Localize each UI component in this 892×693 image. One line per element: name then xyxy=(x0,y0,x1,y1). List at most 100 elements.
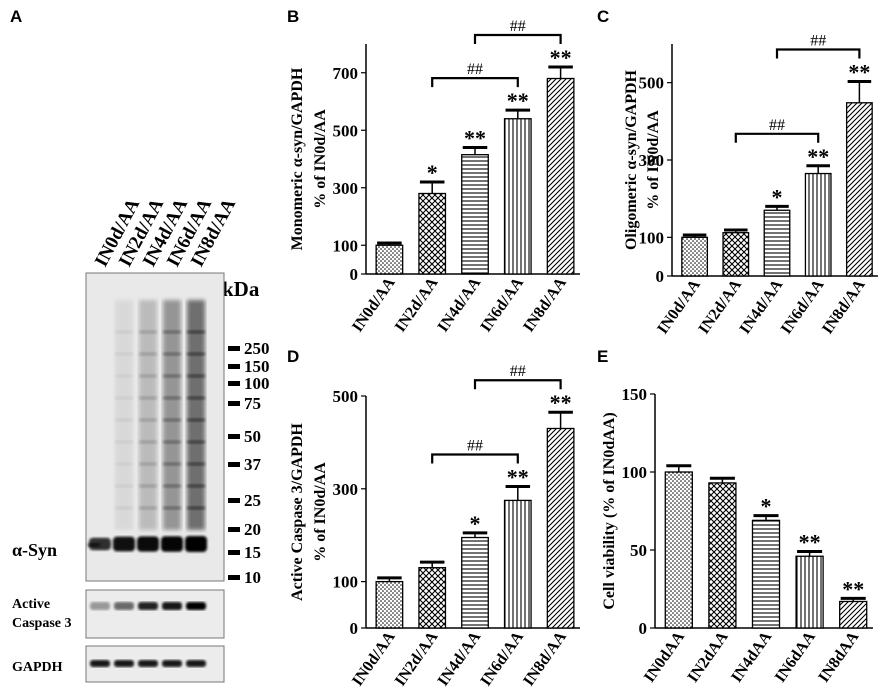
marker-tick xyxy=(228,364,240,369)
caspase-band xyxy=(186,602,206,610)
smear-band xyxy=(139,374,157,378)
kda-label: kDa xyxy=(222,277,260,301)
bar xyxy=(546,427,575,629)
y-tick-label: 700 xyxy=(333,64,359,83)
category-label: IN6dAA xyxy=(772,628,819,685)
gapdh-band xyxy=(90,660,110,667)
syn-monomer-band xyxy=(137,536,159,552)
significance-marker: ** xyxy=(799,530,821,555)
y-tick-label: 300 xyxy=(333,179,359,198)
gapdh-band xyxy=(114,660,134,667)
y-tick-label: 0 xyxy=(656,267,665,286)
bar xyxy=(418,567,447,629)
smear-band xyxy=(115,440,133,444)
smear-band xyxy=(139,396,157,400)
smear-band xyxy=(163,506,181,510)
marker-label: 20 xyxy=(244,520,261,539)
significance-marker: ** xyxy=(550,390,572,415)
smear-band xyxy=(115,352,133,356)
y-tick-label: 500 xyxy=(639,74,665,93)
smear-band xyxy=(163,352,181,356)
y-axis-label-2: % of IN0d/AA xyxy=(645,110,662,210)
marker-label: 50 xyxy=(244,427,261,446)
smear-band xyxy=(187,462,205,466)
smear-band xyxy=(115,418,133,422)
smear-band xyxy=(139,440,157,444)
smear-band xyxy=(187,506,205,510)
bar xyxy=(461,536,489,629)
marker-label: 75 xyxy=(244,394,261,413)
marker-tick xyxy=(228,346,240,351)
smear-band xyxy=(115,374,133,378)
significance-marker: ** xyxy=(848,60,870,85)
smear-band xyxy=(163,440,181,444)
caspase-bands xyxy=(90,602,206,610)
smear xyxy=(187,300,205,530)
bracket-label: ## xyxy=(810,33,826,50)
syn-monomer-band xyxy=(161,536,183,552)
bar xyxy=(375,580,404,629)
panel-d: D 0 100 300 500 Active Caspase 3/GAPDH % of I… xyxy=(287,347,580,689)
gapdh-bands xyxy=(90,660,206,667)
bracket-label: ## xyxy=(467,61,483,78)
gapdh-band xyxy=(186,660,206,667)
smear-band xyxy=(163,418,181,422)
smear-band xyxy=(187,374,205,378)
marker-label: 250 xyxy=(244,339,270,358)
marker-tick xyxy=(228,527,240,532)
significance-marker: ** xyxy=(807,144,829,169)
smear-band xyxy=(187,330,205,334)
bar xyxy=(845,102,873,277)
significance-marker: ** xyxy=(507,464,529,489)
smear-band xyxy=(187,440,205,444)
bracket-label: ## xyxy=(510,18,526,35)
category-label: IN4dAA xyxy=(728,628,775,685)
marker-label: 15 xyxy=(244,543,261,562)
significance-bracket xyxy=(473,33,562,44)
panel-letter-e: E xyxy=(597,347,608,366)
bar xyxy=(681,236,709,277)
smear-band xyxy=(163,462,181,466)
y-tick-label: 0 xyxy=(350,265,359,284)
smear-band xyxy=(187,418,205,422)
y-tick-label: 50 xyxy=(630,541,647,560)
row-label-gapdh: GAPDH xyxy=(12,660,63,675)
significance-marker: ** xyxy=(550,45,572,70)
y-axis-label-2: % of IN0d/AA xyxy=(312,462,329,562)
row-label-casp-line1: Active xyxy=(12,597,50,612)
smear-band xyxy=(163,396,181,400)
bracket-label: ## xyxy=(467,437,483,454)
smear-band xyxy=(115,330,133,334)
bar xyxy=(503,499,532,629)
marker-label: 150 xyxy=(244,357,270,376)
gapdh-band xyxy=(138,660,158,667)
y-axis-label: Monomeric α-syn/GAPDH xyxy=(289,67,306,250)
marker-label: 100 xyxy=(244,374,270,393)
y-tick-label: 100 xyxy=(639,228,665,247)
smear-band xyxy=(139,506,157,510)
y-tick-label: 100 xyxy=(333,573,359,592)
y-axis-label: Active Caspase 3/GAPDH xyxy=(289,423,306,601)
significance-marker: ** xyxy=(842,576,864,601)
row-label-casp-line2: Caspase 3 xyxy=(12,616,72,631)
marker-tick xyxy=(228,550,240,555)
smear-band xyxy=(163,330,181,334)
bar xyxy=(461,154,489,275)
panel-letter-b: B xyxy=(287,7,299,26)
row-label-syn: α-Syn xyxy=(12,540,57,560)
significance-marker: * xyxy=(470,511,481,536)
smear-band xyxy=(115,506,133,510)
significance-marker: ** xyxy=(464,126,486,151)
y-tick-label: 300 xyxy=(333,480,359,499)
category-label: IN8d/AA xyxy=(520,274,570,335)
bar xyxy=(795,555,824,629)
caspase-band xyxy=(114,602,134,610)
caspase-band xyxy=(90,602,110,610)
significance-marker: * xyxy=(761,494,772,519)
smear-band xyxy=(139,462,157,466)
y-tick-label: 100 xyxy=(333,236,359,255)
marker-tick xyxy=(228,462,240,467)
